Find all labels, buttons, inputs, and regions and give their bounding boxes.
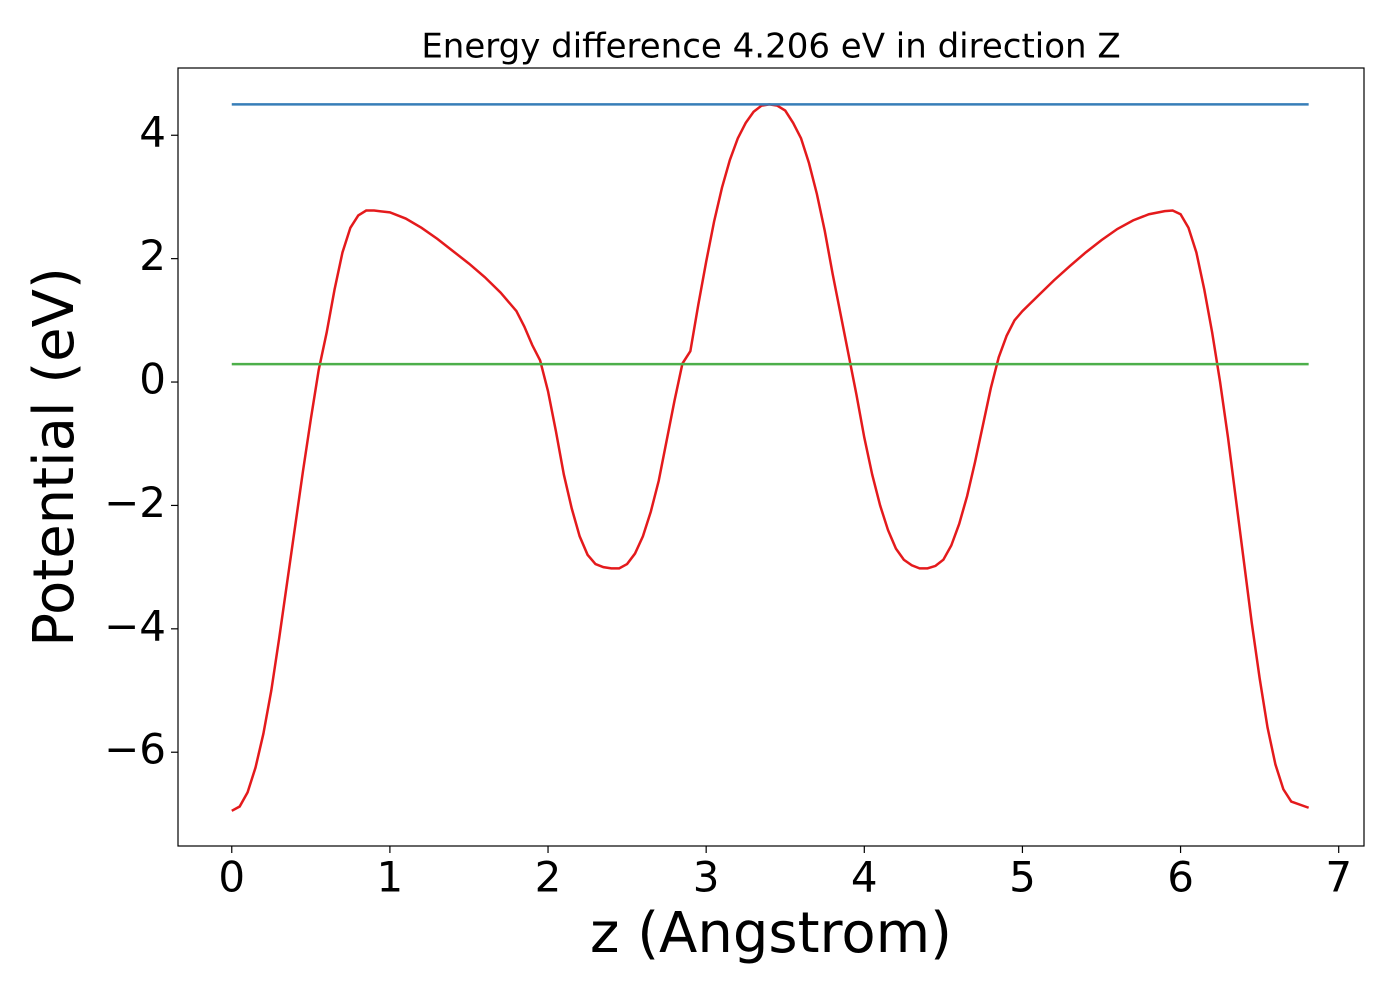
x-tick-label: 6	[1167, 853, 1194, 902]
chart-title: Energy difference 4.206 eV in direction …	[421, 27, 1120, 67]
x-tick-label: 5	[1009, 853, 1036, 902]
x-tick-label: 0	[218, 853, 245, 902]
x-tick-label: 1	[377, 853, 404, 902]
y-tick-label: 4	[139, 108, 166, 157]
x-tick-label: 7	[1325, 853, 1352, 902]
x-tick-label: 2	[535, 853, 562, 902]
y-tick-label: 2	[139, 231, 166, 280]
plot-frame	[177, 67, 1365, 847]
y-tick-label: −4	[104, 601, 166, 650]
x-tick-label: 3	[693, 853, 720, 902]
y-tick-label: −6	[104, 725, 166, 774]
y-tick-label: 0	[139, 355, 166, 404]
y-tick-label: −2	[104, 478, 166, 527]
x-axis-label: z (Angstrom)	[590, 901, 952, 966]
x-tick-label: 4	[851, 853, 878, 902]
y-axis-label: Potential (eV)	[22, 267, 87, 647]
